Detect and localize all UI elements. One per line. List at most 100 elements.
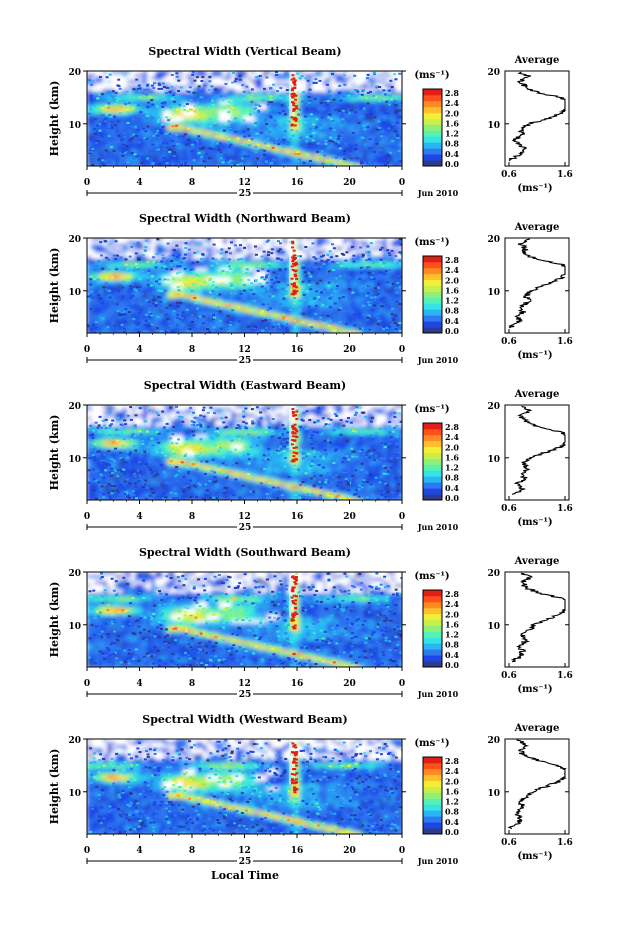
- date-label: Jun 2010: [417, 689, 459, 699]
- average-y-tick: 20: [487, 235, 500, 245]
- x-tick-label: 4: [136, 512, 142, 522]
- colorbar-tick-label: 0.4: [445, 149, 459, 159]
- x-tick-label: 0: [399, 679, 405, 689]
- colorbar-segment: [423, 476, 442, 483]
- colorbar-tick-label: 1.2: [445, 129, 459, 139]
- colorbar-tick-label: 0.4: [445, 817, 459, 827]
- colorbar-tick-label: 1.2: [445, 797, 459, 807]
- x-tick-label: 12: [238, 512, 251, 522]
- colorbar-unit: (ms⁻¹): [414, 237, 449, 248]
- heatmap-speckle: [87, 572, 402, 667]
- colorbar-segment: [423, 279, 442, 287]
- colorbar-segment: [423, 315, 442, 322]
- x-tick-label: 16: [291, 345, 304, 355]
- average-x-tick: 0.6: [501, 671, 517, 681]
- x-tick-label: 0: [84, 679, 90, 689]
- panel-2: Spectral Width (Northward Beam) 20 10 Heigh…: [48, 212, 573, 366]
- average-y-tick: 20: [487, 402, 500, 412]
- average-x-tick: 1.6: [557, 838, 573, 848]
- colorbar-segment: [423, 822, 442, 829]
- y-axis-label: Height (km): [48, 81, 61, 157]
- y-tick-label: 10: [68, 455, 81, 465]
- colorbar-tick-label: 2.8: [445, 589, 459, 599]
- colorbar-tick-label: 1.2: [445, 463, 459, 473]
- y-axis-label: Height (km): [48, 582, 61, 658]
- colorbar-segment: [423, 154, 442, 161]
- colorbar-unit: (ms⁻¹): [414, 571, 449, 582]
- day-label: 25: [239, 356, 252, 366]
- colorbar-tick-label: 1.2: [445, 630, 459, 640]
- colorbar-segment: [423, 142, 442, 149]
- colorbar-tick-label: 2.8: [445, 88, 459, 98]
- colorbar-segment: [423, 649, 442, 656]
- y-tick-label: 20: [68, 569, 81, 579]
- date-label: Jun 2010: [417, 355, 459, 365]
- y-tick-label: 20: [68, 736, 81, 746]
- spectral-width-heatmap: [87, 238, 402, 333]
- colorbar-tick-label: 1.6: [445, 786, 459, 796]
- y-tick-label: 20: [68, 402, 81, 412]
- x-tick-label: 0: [84, 512, 90, 522]
- colorbar-tick-label: 2.0: [445, 776, 459, 786]
- average-y-tick: 10: [487, 789, 500, 799]
- colorbar-tick-label: 0.8: [445, 473, 459, 483]
- colorbar-segment: [423, 327, 442, 334]
- colorbar-frame: [422, 88, 443, 167]
- average-profile-line: [508, 71, 567, 162]
- x-tick-label: 16: [291, 679, 304, 689]
- average-frame: [504, 738, 570, 835]
- x-tick-label: 12: [238, 679, 251, 689]
- colorbar-segment: [423, 595, 442, 603]
- colorbar-tick-label: 0.0: [445, 493, 459, 503]
- colorbar-tick-label: 0.0: [445, 827, 459, 837]
- x-tick-label: 0: [399, 512, 405, 522]
- x-tick-label: 4: [136, 846, 142, 856]
- average-x-tick: 1.6: [557, 170, 573, 180]
- average-title: Average: [514, 723, 560, 734]
- colorbar-segment: [423, 661, 442, 668]
- x-tick-label: 8: [189, 679, 195, 689]
- x-tick-label: 12: [238, 345, 251, 355]
- colorbar-segment: [423, 256, 442, 263]
- colorbar-segment: [423, 303, 442, 310]
- panel-title: Spectral Width (Southward Beam): [139, 546, 351, 559]
- colorbar-tick-label: 2.8: [445, 756, 459, 766]
- average-profile-plot: Average 20 10 0.6 1.6 (ms⁻¹): [487, 556, 572, 695]
- average-y-tick: 10: [487, 121, 500, 131]
- colorbar-segment: [423, 89, 442, 96]
- x-tick-label: 20: [343, 345, 356, 355]
- average-y-tick: 20: [487, 736, 500, 746]
- colorbar-segment: [423, 798, 442, 805]
- average-frame: [504, 237, 570, 334]
- y-tick-label: 10: [68, 288, 81, 298]
- colorbar-unit: (ms⁻¹): [414, 404, 449, 415]
- colorbar-segment: [423, 458, 442, 465]
- average-x-label: (ms⁻¹): [517, 350, 552, 361]
- colorbar-segment: [423, 619, 442, 626]
- colorbar-segment: [423, 470, 442, 477]
- colorbar-segment: [423, 780, 442, 788]
- colorbar-segment: [423, 757, 442, 764]
- colorbar-unit: (ms⁻¹): [414, 738, 449, 749]
- colorbar-tick-label: 2.4: [445, 98, 459, 108]
- colorbar-tick-label: 0.0: [445, 660, 459, 670]
- colorbar-segment: [423, 786, 442, 793]
- x-tick-label: 20: [343, 679, 356, 689]
- colorbar-segment: [423, 428, 442, 436]
- colorbar-tick-label: 1.6: [445, 619, 459, 629]
- heatmap-base: [87, 572, 402, 667]
- colorbar-segment: [423, 148, 442, 155]
- average-frame: [504, 70, 570, 167]
- colorbar-segment: [423, 440, 442, 448]
- colorbar-segment: [423, 464, 442, 471]
- colorbar-tick-label: 1.2: [445, 296, 459, 306]
- colorbar-segment: [423, 792, 442, 799]
- day-label: 25: [239, 523, 252, 533]
- average-frame: [504, 404, 570, 501]
- colorbar-segment: [423, 828, 442, 835]
- colorbar-segment: [423, 434, 442, 442]
- panel-title: Spectral Width (Westward Beam): [142, 713, 347, 726]
- panel-title: Spectral Width (Vertical Beam): [148, 45, 341, 58]
- x-tick-label: 0: [84, 846, 90, 856]
- colorbar-segment: [423, 112, 442, 120]
